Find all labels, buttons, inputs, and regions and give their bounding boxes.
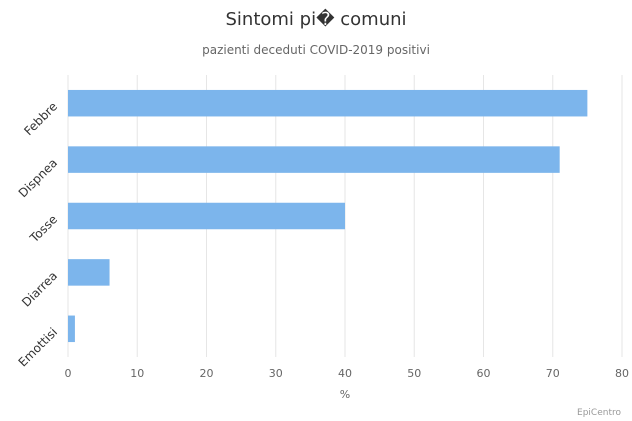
y-category-label: Diarrea (19, 269, 60, 310)
x-tick-label: 40 (338, 367, 352, 380)
bar-febbre[interactable] (68, 89, 588, 117)
x-tick-label: 0 (65, 367, 72, 380)
y-category-label: Febbre (21, 99, 60, 138)
y-axis-categories: Febbre Dispnea Tosse Diarrea Emottisi (16, 99, 61, 369)
chart-subtitle: pazienti deceduti COVID-2019 positivi (202, 43, 430, 57)
x-tick-label: 50 (407, 367, 421, 380)
bar-tosse[interactable] (68, 202, 345, 230)
y-category-label: Dispnea (16, 156, 60, 200)
bars (68, 89, 588, 343)
chart-title: Sintomi pi� comuni (225, 8, 406, 30)
bar-dispnea[interactable] (68, 146, 560, 173)
x-axis-title: % (340, 388, 350, 401)
x-tick-label: 30 (269, 367, 283, 380)
credits-label[interactable]: EpiCentro (577, 408, 621, 418)
x-tick-label: 10 (130, 367, 144, 380)
bar-emottisi[interactable] (68, 315, 75, 343)
x-tick-label: 70 (546, 367, 560, 380)
x-axis-ticks: 0 10 20 30 40 50 60 70 80 (65, 367, 630, 380)
x-tick-label: 60 (477, 367, 491, 380)
x-tick-label: 20 (200, 367, 214, 380)
y-category-label: Emottisi (16, 325, 61, 370)
y-category-label: Tosse (27, 212, 61, 246)
bar-diarrea[interactable] (68, 259, 110, 286)
x-tick-label: 80 (615, 367, 629, 380)
